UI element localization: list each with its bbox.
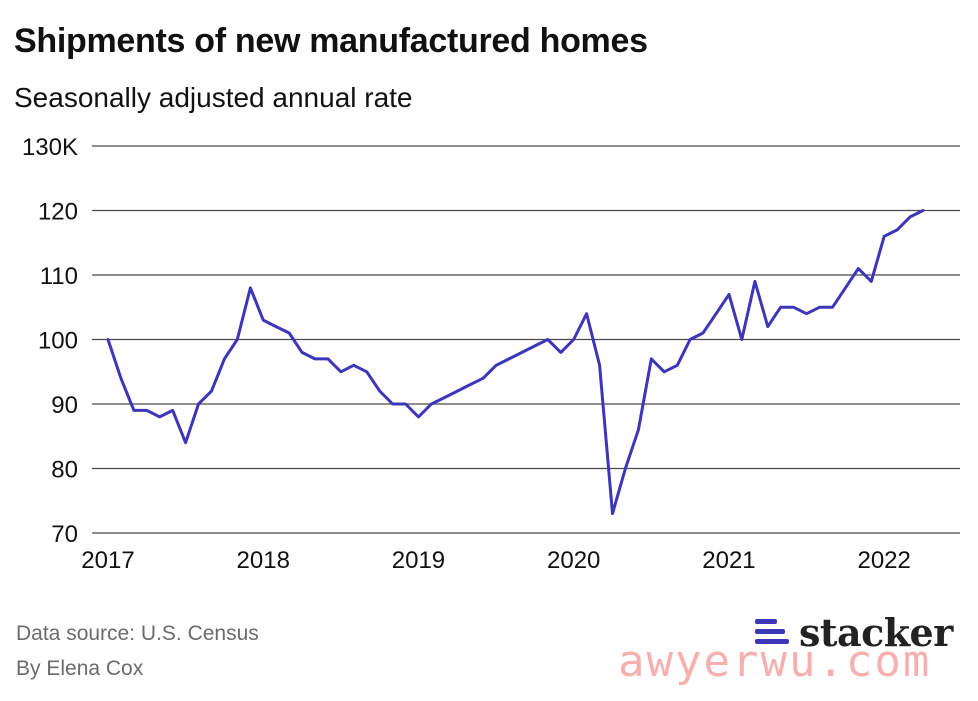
x-tick-label: 2019 [392, 547, 445, 574]
y-tick-label: 120 [38, 199, 78, 226]
line-chart: 130K 120 110 100 90 80 70 2017 2018 2019 2020 2021… [22, 134, 960, 574]
y-tick-label: 80 [51, 457, 78, 484]
watermark: awyerwu.com [618, 636, 932, 687]
byline: By Elena Cox [16, 657, 144, 680]
y-tick-label: 90 [51, 392, 78, 419]
stacker-logo: stacker [755, 609, 953, 655]
series-layer [106, 209, 925, 516]
x-tick-label: 2022 [857, 547, 910, 574]
y-axis-ticks: 130K 120 110 100 90 80 70 [22, 134, 78, 548]
x-tick-label: 2017 [81, 547, 134, 574]
x-tick-label: 2018 [237, 547, 290, 574]
x-tick-label: 2021 [702, 547, 755, 574]
y-tick-label: 70 [51, 521, 78, 548]
logo-text: stacker [799, 609, 953, 655]
y-tick-label: 130K [22, 134, 78, 161]
data-source-note: Data source: U.S. Census [16, 622, 259, 645]
stacker-logo-icon [755, 615, 789, 649]
chart-title: Shipments of new manufactured homes [14, 22, 648, 60]
chart-subtitle: Seasonally adjusted annual rate [14, 82, 413, 113]
gridlines [92, 145, 960, 534]
x-axis-ticks: 2017 2018 2019 2020 2021 2022 [81, 547, 911, 574]
y-tick-label: 110 [40, 263, 78, 290]
series-line-shipments [106, 209, 925, 516]
x-tick-label: 2020 [547, 547, 600, 574]
y-tick-label: 100 [38, 328, 78, 355]
